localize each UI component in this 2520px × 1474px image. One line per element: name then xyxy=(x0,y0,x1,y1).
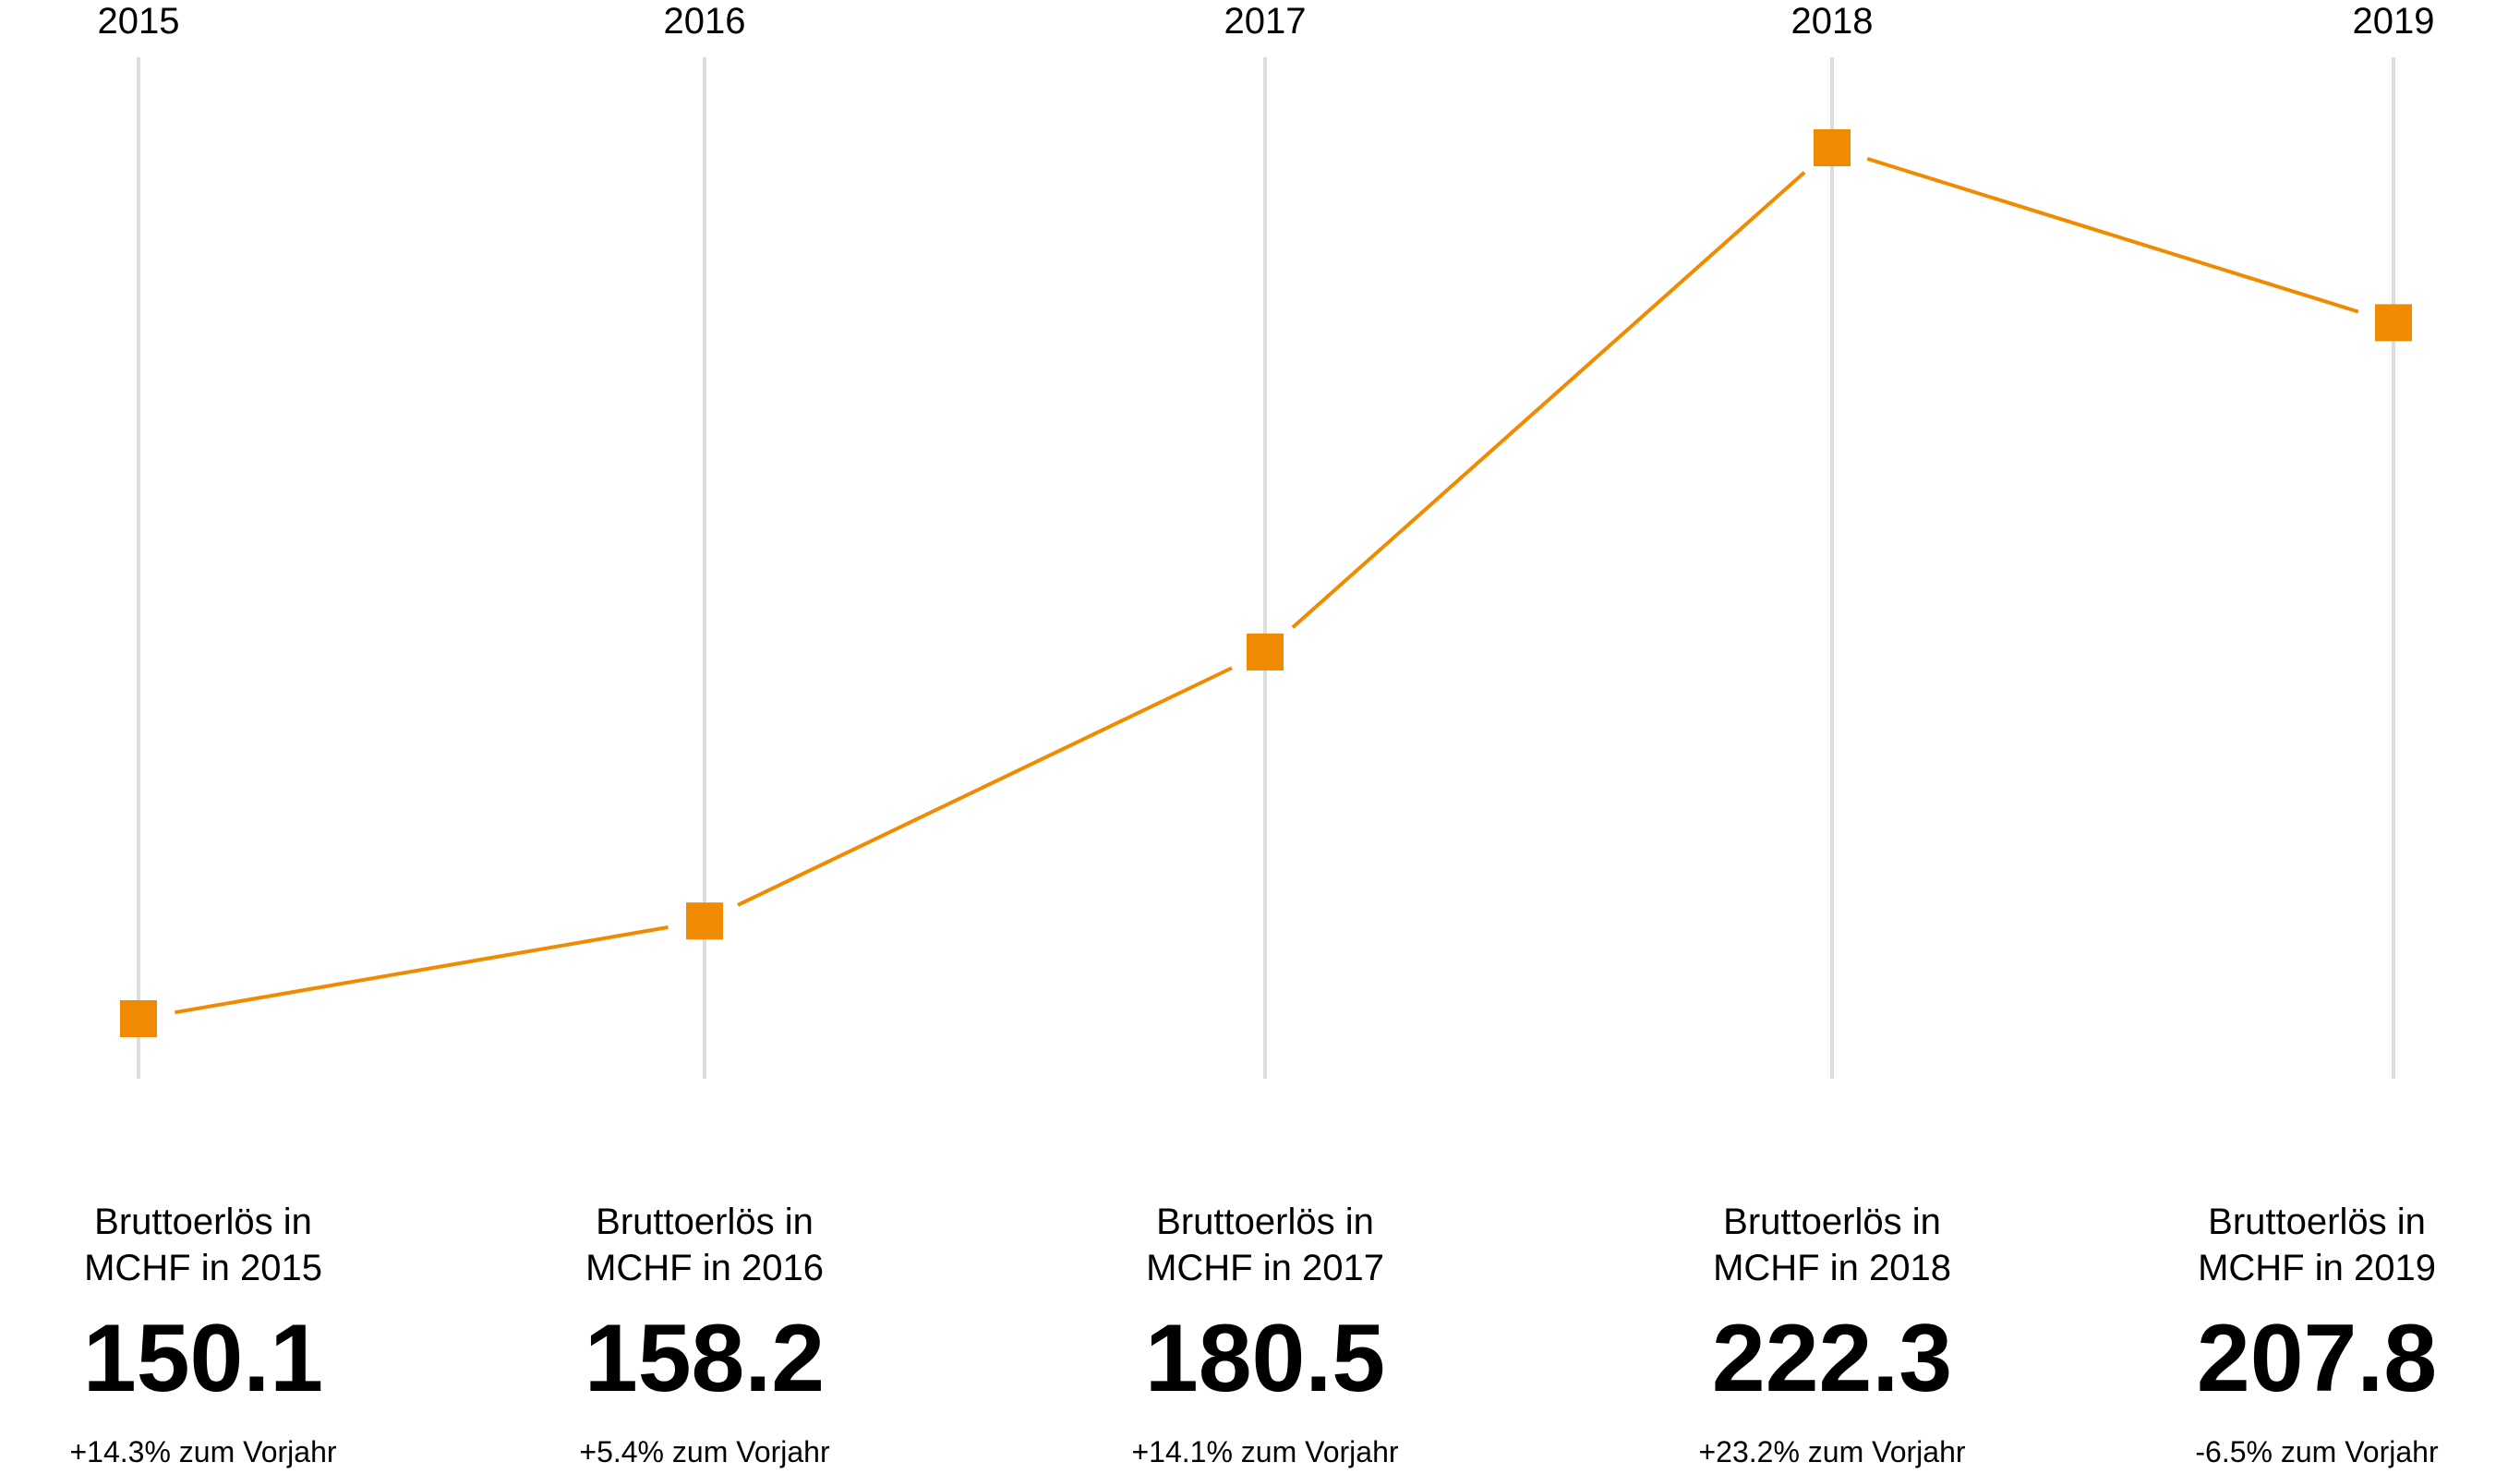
caption-label: Bruttoerlös in MCHF in 2017 xyxy=(1146,1202,1384,1288)
year-label-2019: 2019 xyxy=(2353,1,2435,42)
year-label-2018: 2018 xyxy=(1791,1,1874,42)
caption-2017: Bruttoerlös in MCHF in 2017 180.5 +14.1% z… xyxy=(1062,1199,1468,1470)
caption-change: +23.2% zum Vorjahr xyxy=(1698,1435,1966,1468)
caption-label: Bruttoerlös in MCHF in 2015 xyxy=(84,1202,322,1288)
caption-2015: Bruttoerlös in MCHF in 2015 150.1 +14.3% z… xyxy=(0,1199,406,1470)
caption-label: Bruttoerlös in MCHF in 2016 xyxy=(585,1202,824,1288)
data-point-2017 xyxy=(1247,633,1284,671)
caption-change: +5.4% zum Vorjahr xyxy=(579,1435,830,1468)
caption-2016: Bruttoerlös in MCHF in 2016 158.2 +5.4% zu… xyxy=(501,1199,908,1470)
line-segment-2015-2016 xyxy=(175,925,669,1015)
caption-2019: Bruttoerlös in MCHF in 2019 207.8 -6.5% zu… xyxy=(2114,1199,2520,1470)
caption-change: -6.5% zum Vorjahr xyxy=(2195,1435,2439,1468)
year-label-2017: 2017 xyxy=(1224,1,1307,42)
data-point-2019 xyxy=(2375,304,2412,342)
data-point-2018 xyxy=(1814,129,1851,166)
caption-value: 180.5 xyxy=(1144,1305,1386,1412)
year-label-2016: 2016 xyxy=(664,1,746,42)
caption-value: 158.2 xyxy=(584,1305,826,1412)
caption-change: +14.1% zum Vorjahr xyxy=(1131,1435,1399,1468)
caption-value: 222.3 xyxy=(1711,1305,1953,1412)
caption-change: +14.3% zum Vorjahr xyxy=(69,1435,337,1468)
year-labels: 2015 2016 2017 2018 2019 xyxy=(98,1,2435,42)
caption-value: 207.8 xyxy=(2196,1305,2438,1412)
series-line xyxy=(175,156,2359,1015)
caption-label: Bruttoerlös in MCHF in 2019 xyxy=(2198,1202,2436,1288)
series-markers xyxy=(120,129,2412,1037)
caption-2018: Bruttoerlös in MCHF in 2018 222.3 +23.2% z… xyxy=(1629,1199,2035,1470)
data-point-2015 xyxy=(120,1000,157,1037)
line-segment-2018-2019 xyxy=(1866,156,2359,314)
line-segment-2016-2017 xyxy=(737,666,1233,907)
caption-label: Bruttoerlös in MCHF in 2018 xyxy=(1713,1202,1951,1288)
grid-lines xyxy=(137,57,2395,1079)
data-point-2016 xyxy=(686,902,723,940)
year-label-2015: 2015 xyxy=(98,1,180,42)
caption-value: 150.1 xyxy=(82,1305,324,1412)
line-segment-2017-2018 xyxy=(1291,171,1806,629)
